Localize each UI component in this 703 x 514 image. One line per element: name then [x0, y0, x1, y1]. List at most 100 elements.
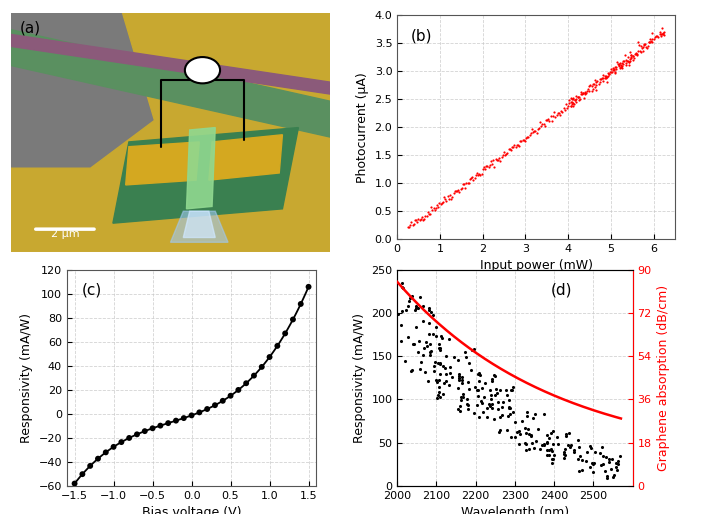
Point: [449, 353, 460, 361]
Point: [527, 414, 538, 422]
Point: [409, 306, 420, 315]
Point: [648, 34, 659, 43]
Point: [408, 340, 419, 348]
Point: [396, 279, 408, 287]
Point: [433, 376, 444, 384]
Point: [495, 157, 506, 166]
Point: [576, 90, 588, 98]
Point: [453, 384, 464, 392]
Point: [574, 467, 585, 475]
Point: [541, 438, 553, 447]
Point: [395, 321, 406, 329]
Point: [605, 68, 617, 76]
X-axis label: Bias voltage (V): Bias voltage (V): [142, 506, 241, 514]
Point: [456, 183, 467, 192]
Point: [548, 112, 559, 120]
Point: [434, 393, 446, 401]
Point: [479, 165, 491, 173]
Point: [430, 323, 441, 332]
Point: [501, 386, 512, 394]
Point: [655, 32, 666, 40]
Point: [453, 372, 465, 380]
Point: [600, 72, 612, 81]
Point: [440, 364, 451, 373]
Point: [631, 50, 642, 59]
Point: [432, 378, 443, 386]
Point: [430, 332, 441, 340]
Point: [419, 344, 430, 352]
Point: [288, 316, 299, 324]
Point: [178, 414, 189, 422]
Point: [456, 393, 467, 401]
Point: [580, 457, 591, 465]
Point: [597, 451, 608, 460]
Point: [437, 362, 449, 370]
Point: [404, 223, 415, 231]
Point: [520, 134, 531, 142]
Point: [621, 59, 632, 67]
Point: [509, 140, 520, 149]
Point: [541, 116, 553, 124]
Point: [564, 99, 575, 107]
Point: [422, 208, 433, 216]
Point: [565, 94, 576, 102]
Polygon shape: [126, 142, 199, 185]
Point: [580, 89, 591, 97]
Point: [482, 413, 493, 421]
Point: [465, 366, 477, 375]
Point: [430, 204, 441, 212]
Point: [455, 407, 466, 415]
Point: [552, 109, 563, 117]
Point: [478, 393, 489, 401]
Point: [233, 386, 244, 394]
Point: [455, 185, 466, 193]
Point: [437, 198, 449, 207]
Point: [564, 96, 575, 104]
Point: [616, 62, 627, 70]
Point: [559, 448, 570, 456]
Point: [496, 411, 508, 419]
Point: [607, 65, 619, 74]
Point: [510, 433, 521, 441]
Point: [408, 340, 420, 348]
Point: [427, 330, 439, 338]
Point: [610, 63, 621, 71]
Point: [612, 60, 623, 68]
Point: [405, 221, 416, 229]
Point: [444, 335, 455, 343]
Point: [415, 292, 426, 301]
Point: [494, 428, 505, 436]
Point: [429, 206, 440, 214]
Point: [560, 430, 572, 438]
Point: [608, 66, 619, 75]
Point: [612, 58, 623, 66]
Point: [475, 171, 486, 179]
Point: [531, 129, 542, 137]
Point: [576, 466, 588, 474]
Point: [503, 145, 514, 153]
Point: [624, 58, 635, 66]
Point: [588, 80, 600, 88]
Point: [569, 96, 581, 104]
Point: [587, 80, 598, 88]
Point: [423, 377, 434, 385]
Point: [461, 395, 472, 403]
Point: [505, 146, 517, 154]
Point: [438, 378, 449, 387]
Point: [489, 391, 501, 399]
Point: [506, 433, 517, 442]
Point: [546, 117, 557, 125]
Point: [508, 143, 519, 151]
Point: [450, 187, 461, 195]
Point: [155, 421, 166, 430]
Point: [402, 302, 413, 310]
Point: [463, 377, 474, 386]
Point: [598, 70, 609, 79]
Point: [496, 402, 508, 411]
Point: [479, 379, 491, 388]
Point: [572, 93, 583, 101]
Point: [453, 188, 465, 196]
Point: [511, 141, 522, 150]
Point: [434, 360, 446, 368]
Text: 2 μm: 2 μm: [51, 229, 79, 238]
